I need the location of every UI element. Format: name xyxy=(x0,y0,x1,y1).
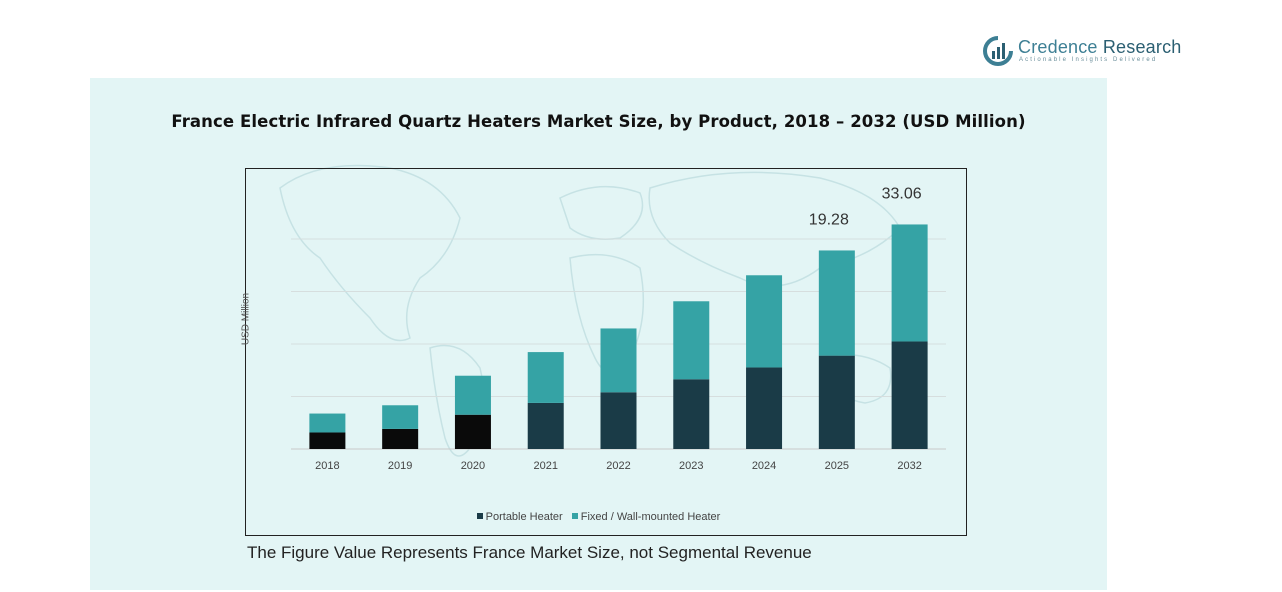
legend-label-fixed: Fixed / Wall-mounted Heater xyxy=(580,511,721,523)
legend-swatch-portable xyxy=(476,513,483,519)
bar-portable-2024 xyxy=(746,367,783,449)
x-tick-label-2020: 2020 xyxy=(461,460,485,472)
x-tick-label-2021: 2021 xyxy=(533,460,557,472)
brand-logo-icon xyxy=(983,36,1013,66)
chart-legend: Portable Heater Fixed / Wall-mounted Hea… xyxy=(90,511,1107,523)
bar-chart: 2018 2019 2020 2021 2022 2023 2024 2025 2032 19.2… xyxy=(291,185,946,472)
x-tick-label-2019: 2019 xyxy=(388,460,412,472)
bar-portable-2025 xyxy=(818,355,855,449)
brand-logo: Credence Research Actionable Insights De… xyxy=(983,34,1183,68)
legend-swatch-fixed xyxy=(571,513,578,519)
bar-portable-2022 xyxy=(600,392,637,449)
bar-fixed-2020 xyxy=(454,375,491,415)
bar-portable-2032 xyxy=(891,341,928,449)
x-tick-label-2025: 2025 xyxy=(825,460,849,472)
bar-fixed-2018 xyxy=(309,413,346,433)
bar-portable-2018 xyxy=(309,432,346,449)
x-tick-label-2018: 2018 xyxy=(315,460,339,472)
data-label-2032: 33.06 xyxy=(882,185,922,202)
bar-portable-2020 xyxy=(454,414,491,449)
chart-panel: France Electric Infrared Quartz Heaters … xyxy=(90,78,1107,590)
legend-item-portable: Portable Heater xyxy=(476,511,563,523)
legend-item-fixed: Fixed / Wall-mounted Heater xyxy=(571,511,721,523)
bar-fixed-2024 xyxy=(746,275,783,368)
brand-tagline: Actionable Insights Delivered xyxy=(1019,57,1158,63)
bar-portable-2023 xyxy=(673,379,710,449)
bar-portable-2021 xyxy=(527,402,564,449)
x-tick-label-2024: 2024 xyxy=(752,460,776,472)
x-tick-label-2022: 2022 xyxy=(606,460,630,472)
bar-fixed-2019 xyxy=(382,405,419,429)
bar-fixed-2023 xyxy=(673,301,710,380)
bar-fixed-2032 xyxy=(891,224,928,342)
brand-name: Credence Research xyxy=(1018,37,1182,57)
x-tick-label-2032: 2032 xyxy=(897,460,921,472)
legend-label-portable: Portable Heater xyxy=(485,511,563,523)
bar-fixed-2025 xyxy=(818,250,855,356)
chart-title: France Electric Infrared Quartz Heaters … xyxy=(171,112,1026,131)
chart-footnote: The Figure Value Represents France Marke… xyxy=(247,543,812,562)
data-label-2025: 19.28 xyxy=(809,211,849,228)
bar-portable-2019 xyxy=(382,428,419,449)
plot-area: 2018 2019 2020 2021 2022 2023 2024 2025 2032 19.2… xyxy=(245,168,967,536)
y-axis-label: USD Million xyxy=(240,292,252,346)
bar-fixed-2021 xyxy=(527,352,564,403)
bar-fixed-2022 xyxy=(600,328,637,393)
x-tick-label-2023: 2023 xyxy=(679,460,703,472)
